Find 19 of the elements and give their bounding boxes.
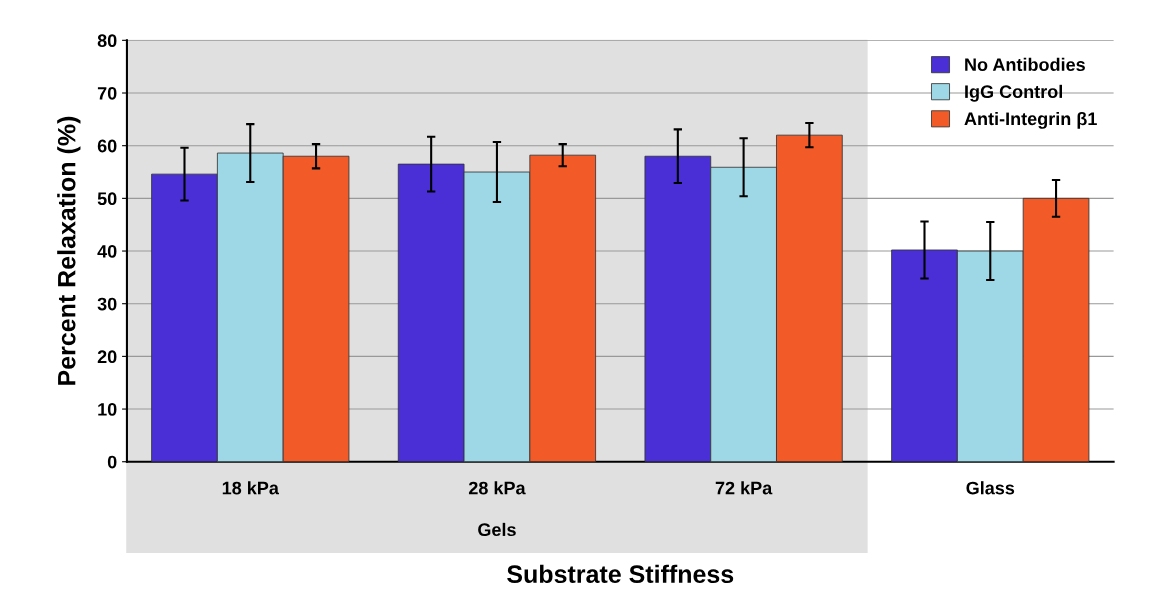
y-tick-label: 40 — [97, 244, 117, 258]
y-tick-label: 10 — [98, 402, 117, 416]
x-axis-title: Substrate Stiffness — [507, 564, 734, 584]
legend-label: IgG Control — [965, 84, 1062, 102]
y-tick-label: 30 — [97, 297, 117, 311]
y-tick-label: 0 — [107, 455, 117, 469]
x-tick-label: Glass — [966, 481, 1015, 495]
y-tick-label: 70 — [97, 86, 117, 100]
legend-label: No Antibodies — [965, 57, 1085, 72]
legend-label: Anti-Integrin β1 — [964, 111, 1097, 129]
x-tick-label: 72 kPa — [715, 481, 773, 495]
y-axis-title: Percent Relaxation (%) — [57, 116, 81, 385]
x-tick-label: 18 kPa — [222, 481, 279, 495]
y-tick-label: 60 — [97, 139, 117, 153]
y-tick-label: 20 — [97, 350, 117, 364]
y-tick-label: 80 — [97, 34, 117, 48]
band-label: Gels — [478, 522, 516, 537]
x-tick-label: 28 kPa — [468, 481, 526, 495]
y-tick-label: 50 — [97, 192, 117, 206]
